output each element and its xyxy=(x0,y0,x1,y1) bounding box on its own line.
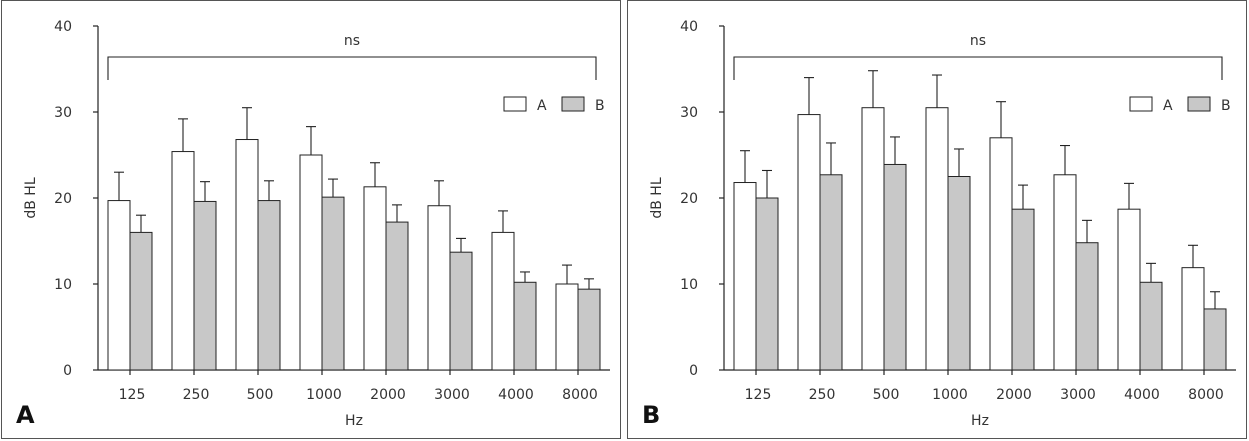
panel-b: 0 10 20 30 40 125 250 500 1000 2000 3000 4000 8000 ns… xyxy=(627,0,1247,439)
bar-b xyxy=(513,281,537,371)
legend-label: B xyxy=(595,98,605,114)
y-tick-label: 10 xyxy=(680,277,698,293)
chart-a: 0 10 20 30 40 125 250 500 1000 2000 3000 4000 8000 ns… xyxy=(16,19,610,429)
panel-label: B xyxy=(642,401,660,429)
x-tick-label: 8000 xyxy=(562,387,598,403)
y-tick-label: 0 xyxy=(689,363,698,379)
bar-a xyxy=(861,107,885,371)
bar-b xyxy=(449,251,473,371)
bar-b xyxy=(577,288,601,371)
bar-a xyxy=(925,107,949,371)
x-tick-label: 1000 xyxy=(932,387,968,403)
x-tick-label: 125 xyxy=(119,387,146,403)
bar-a xyxy=(491,231,515,371)
x-tick-label: 3000 xyxy=(1060,387,1096,403)
bar-b xyxy=(819,174,843,371)
y-tick-label: 10 xyxy=(54,277,72,293)
bar-b xyxy=(755,197,779,371)
bar-b xyxy=(257,200,281,371)
bar-a xyxy=(1181,267,1205,371)
x-tick-label: 3000 xyxy=(434,387,470,403)
x-tick-label: 125 xyxy=(745,387,772,403)
y-tick-label: 20 xyxy=(54,191,72,207)
bar-a xyxy=(171,151,195,371)
significance-bracket xyxy=(733,56,1223,80)
x-tick-label: 2000 xyxy=(996,387,1032,403)
bar-b xyxy=(1203,308,1227,371)
bar-b xyxy=(1075,242,1099,371)
legend-label: A xyxy=(537,98,547,114)
significance-label: ns xyxy=(344,33,360,49)
legend-swatch xyxy=(1129,96,1153,112)
legend-label: A xyxy=(1163,98,1173,114)
bar-b xyxy=(1139,281,1163,371)
bar-a xyxy=(1117,208,1141,371)
x-tick-label: 250 xyxy=(183,387,210,403)
x-tick-label: 2000 xyxy=(370,387,406,403)
bar-a xyxy=(797,114,821,371)
x-tick-label: 8000 xyxy=(1188,387,1224,403)
significance-label: ns xyxy=(970,33,986,49)
bar-a xyxy=(555,283,579,371)
x-tick-label: 500 xyxy=(247,387,274,403)
bar-a xyxy=(989,137,1013,371)
x-axis-title: Hz xyxy=(345,413,363,429)
x-axis-title: Hz xyxy=(971,413,989,429)
x-tick-label: 500 xyxy=(873,387,900,403)
bar-a xyxy=(235,139,259,371)
bar-a xyxy=(1053,174,1077,371)
bar-b xyxy=(947,176,971,371)
legend-label: B xyxy=(1221,98,1231,114)
y-axis-title: dB HL xyxy=(649,177,665,218)
y-tick-label: 30 xyxy=(680,105,698,121)
bar-b xyxy=(385,221,409,371)
bar-b xyxy=(321,196,345,371)
panel-label: A xyxy=(16,401,35,429)
panel-a: 0 10 20 30 40 125 250 500 1000 2000 3000 4000 8000 ns… xyxy=(1,0,621,439)
legend-swatch xyxy=(503,96,527,112)
bar-a xyxy=(733,182,757,371)
y-tick-label: 40 xyxy=(680,19,698,35)
y-tick-label: 0 xyxy=(63,363,72,379)
y-tick-label: 40 xyxy=(54,19,72,35)
y-tick-label: 20 xyxy=(680,191,698,207)
bar-b xyxy=(1011,208,1035,371)
bar-a xyxy=(299,154,323,371)
y-tick-label: 30 xyxy=(54,105,72,121)
y-axis-title: dB HL xyxy=(23,177,39,218)
significance-bracket xyxy=(107,56,597,80)
bar-a xyxy=(107,200,131,371)
bar-b xyxy=(129,231,153,371)
x-tick-label: 1000 xyxy=(306,387,342,403)
bar-a xyxy=(427,205,451,371)
x-tick-label: 4000 xyxy=(498,387,534,403)
legend-swatch xyxy=(1187,96,1211,112)
bar-b xyxy=(193,200,217,371)
x-tick-label: 250 xyxy=(809,387,836,403)
bar-b xyxy=(883,163,907,371)
chart-b: 0 10 20 30 40 125 250 500 1000 2000 3000 4000 8000 ns… xyxy=(642,19,1236,429)
bar-a xyxy=(363,186,387,371)
legend-swatch xyxy=(561,96,585,112)
x-tick-label: 4000 xyxy=(1124,387,1160,403)
